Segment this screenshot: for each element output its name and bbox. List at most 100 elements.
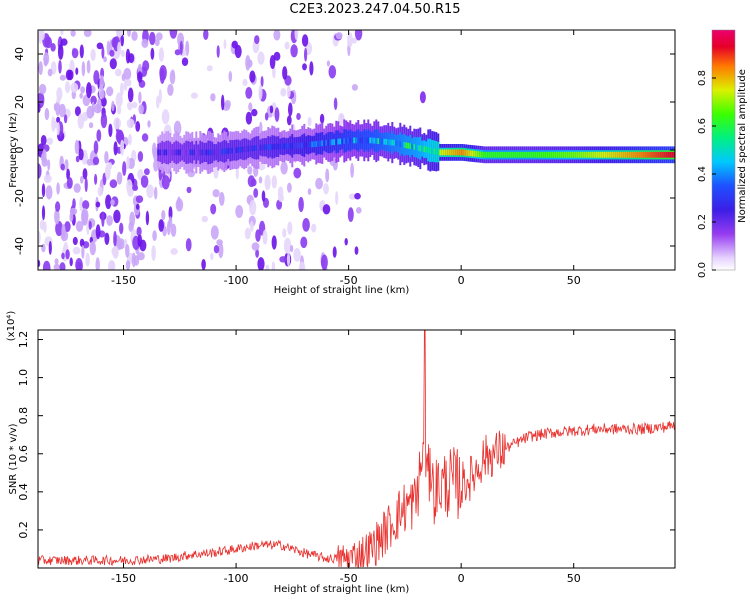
signal-core [643,151,646,158]
signal-core [179,149,182,156]
noise-speckle [127,53,135,64]
noise-speckle [86,82,92,99]
noise-speckle [71,48,79,59]
noise-speckle [255,229,261,242]
noise-speckle [269,55,276,69]
signal-core [399,141,402,147]
noise-speckle [126,118,135,129]
noise-speckle [290,44,298,58]
signal-core [459,149,462,156]
snr-series-line [38,330,675,568]
noise-speckle [121,73,126,82]
signal-core [633,151,636,158]
noise-speckle [84,177,88,192]
signal-core [603,151,606,158]
signal-core [159,149,162,156]
signal-core [369,137,372,144]
noise-speckle [126,179,133,194]
noise-speckle [325,168,330,183]
signal-core [427,147,430,153]
noise-speckle [56,87,63,101]
top-y-tick-label: 20 [13,95,26,109]
noise-speckle [137,71,143,83]
noise-speckle [311,223,317,233]
top-y-tick-label: 40 [13,47,26,61]
noise-speckle [307,188,312,196]
noise-speckle [69,212,74,223]
noise-speckle [298,196,304,213]
noise-speckle [47,159,51,171]
signal-core [199,149,202,156]
noise-speckle [351,84,358,91]
top-x-tick-label: 50 [567,274,581,287]
noise-speckle [48,241,52,255]
signal-core [281,143,284,150]
noise-speckle [44,174,52,183]
noise-speckle [104,164,111,180]
noise-speckle [46,137,53,145]
signal-core [425,146,428,153]
bottom-y-tick-label: 0.2 [17,521,30,539]
noise-speckle [274,107,280,122]
noise-speckle [169,70,176,85]
noise-speckle [82,168,88,180]
colorbar-tick-label: 0.4 [697,166,708,182]
signal-core [439,149,442,156]
signal-core [227,148,230,154]
heatmap-cells [38,30,675,270]
noise-speckle [103,56,107,63]
noise-speckle [254,35,260,45]
noise-speckle [302,218,310,232]
noise-speckle [74,106,81,117]
noise-speckle [77,113,85,129]
noise-speckle [265,264,270,270]
signal-core [405,142,408,149]
noise-speckle [273,51,281,61]
signal-core [549,151,552,158]
signal-core [617,151,620,158]
signal-core [295,142,298,149]
noise-speckle [258,84,263,101]
signal-core [599,151,602,158]
noise-speckle [75,67,79,75]
signal-core [203,149,206,156]
signal-core [161,149,164,156]
signal-core [515,151,518,158]
noise-speckle [43,56,48,67]
colorbar-tick-label: 0.2 [697,214,708,230]
signal-core [479,151,482,158]
noise-speckle [120,49,125,58]
signal-core [385,139,388,145]
noise-speckle [58,60,62,74]
signal-core [277,143,280,150]
noise-speckle [55,220,63,237]
signal-core [579,151,582,158]
noise-speckle [101,211,105,228]
noise-speckle [223,39,227,50]
noise-speckle [169,30,178,39]
colorbar-tick-label: 0.6 [697,118,708,134]
signal-core [371,137,374,144]
noise-speckle [251,108,258,117]
noise-speckle [111,37,118,49]
noise-speckle [99,90,105,99]
signal-core [639,151,642,158]
noise-speckle [96,129,102,142]
bottom-y-tick-label: 0.4 [17,483,30,501]
signal-core [357,137,360,144]
noise-speckle [40,135,47,146]
noise-speckle [44,108,50,121]
noise-speckle [106,215,113,226]
noise-speckle [111,100,115,112]
noise-speckle [251,242,260,251]
noise-speckle [55,201,61,212]
signal-core [533,151,536,158]
noise-speckle [38,61,43,76]
noise-speckle [296,112,301,121]
noise-speckle [131,101,138,109]
noise-speckle [79,44,84,59]
noise-speckle [289,245,294,253]
signal-core [431,148,434,154]
signal-core [181,149,184,156]
noise-speckle [282,228,287,238]
